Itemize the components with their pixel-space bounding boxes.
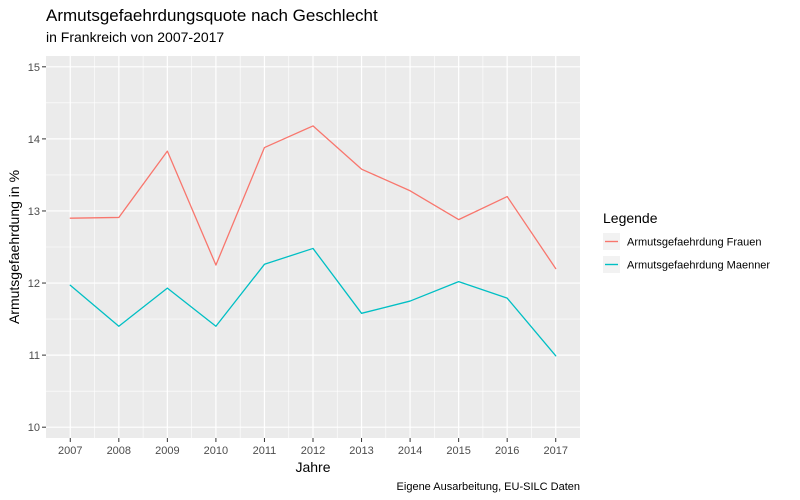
legend-label: Armutsgefaehrdung Maenner <box>627 260 770 272</box>
y-tick-label: 12 <box>28 278 40 290</box>
x-tick-label: 2007 <box>58 445 82 457</box>
x-tick-label: 2010 <box>204 445 228 457</box>
series-line-maenner <box>69 247 557 357</box>
y-tick-label: 11 <box>29 350 40 362</box>
x-tick-label: 2009 <box>155 445 179 457</box>
x-tick-label: 2014 <box>398 445 422 457</box>
legend-title: Legende <box>603 210 658 226</box>
axis-layer: 10 11 12 13 14 15 2007 2008 2009 2010 2011 2012 2013… <box>28 62 568 457</box>
x-tick-label: 2008 <box>107 445 131 457</box>
y-tick-label: 13 <box>28 206 40 218</box>
legend-items: Armutsgefaehrdung Frauen Armutsgefaehrdun… <box>603 233 770 273</box>
x-tick-label: 2011 <box>253 445 277 457</box>
grid-layer <box>46 56 580 438</box>
chart-caption: Eigene Ausarbeitung, EU-SILC Daten <box>397 481 580 493</box>
x-axis-title: Jahre <box>295 459 330 475</box>
x-tick-label: 2015 <box>446 445 470 457</box>
legend: Legende Armutsgefaehrdung FrauenArmutsge… <box>603 210 770 273</box>
y-tick-label: 15 <box>28 62 40 74</box>
x-tick-label: 2016 <box>495 445 519 457</box>
chart-subtitle: in Frankreich von 2007-2017 <box>46 29 224 45</box>
y-tick-label: 10 <box>28 422 40 434</box>
legend-label: Armutsgefaehrdung Frauen <box>627 237 762 249</box>
x-tick-label: 2013 <box>349 445 373 457</box>
y-tick-label: 14 <box>28 134 40 146</box>
series-layer <box>69 125 557 357</box>
series-line-frauen <box>69 125 557 270</box>
y-axis-title: Armutsgefaehrdung in % <box>6 170 22 324</box>
x-tick-label: 2017 <box>543 445 567 457</box>
x-tick-label: 2012 <box>301 445 325 457</box>
chart-title: Armutsgefaehrdungsquote nach Geschlecht <box>46 6 378 25</box>
